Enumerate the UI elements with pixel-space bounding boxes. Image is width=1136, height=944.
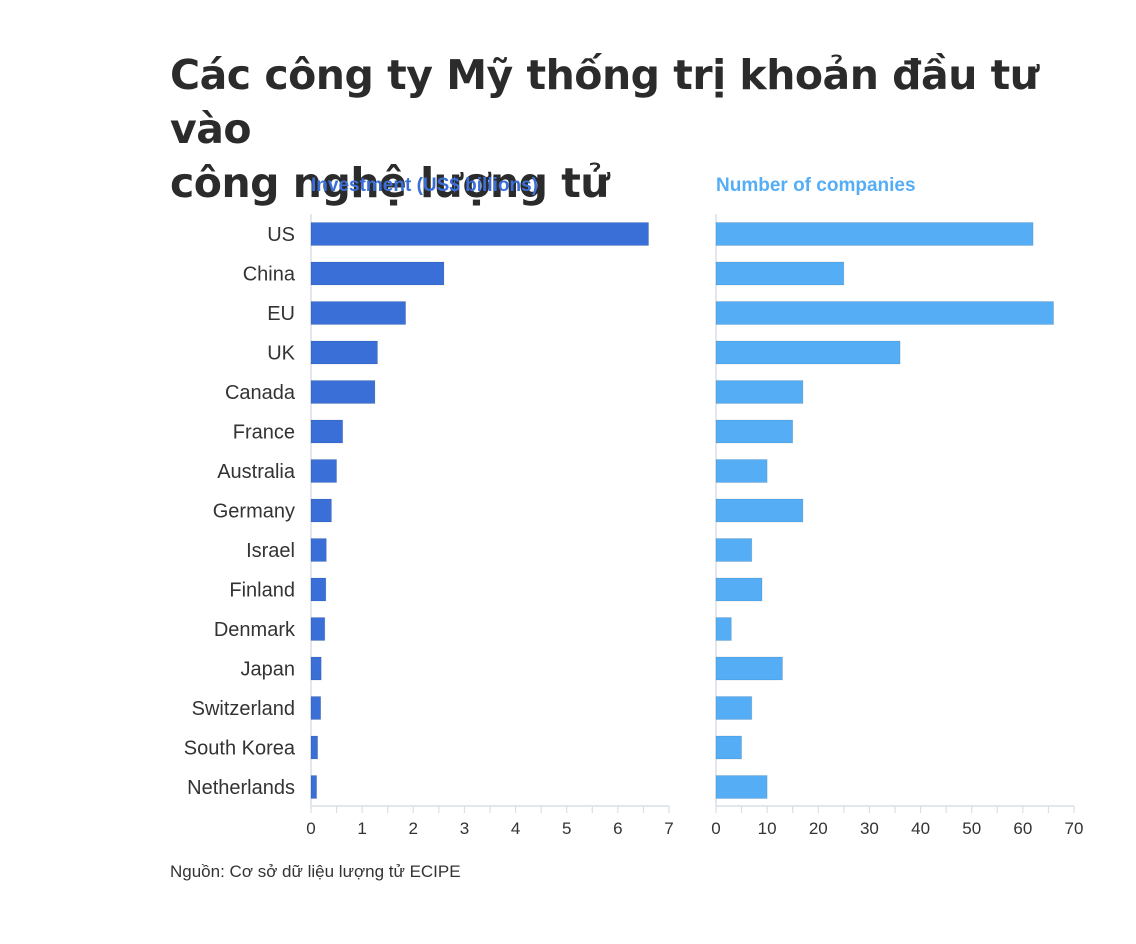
category-label-south-korea: South Korea — [184, 738, 296, 760]
bar-companies-us — [715, 222, 1034, 246]
chart-title-line-1: Các công ty Mỹ thống trị khoản đầu tư và… — [170, 51, 1039, 153]
x-tick-label-companies: 50 — [962, 819, 981, 838]
x-tick-label-companies: 70 — [1065, 819, 1084, 838]
x-tick-label-investment: 3 — [460, 819, 469, 838]
x-tick-label-companies: 60 — [1013, 819, 1032, 838]
bar-companies-france — [715, 419, 794, 444]
bar-investment-us — [310, 222, 649, 246]
bar-investment-germany — [310, 498, 332, 523]
x-tick-label-companies: 10 — [758, 819, 777, 838]
bar-companies-south-korea — [715, 735, 742, 760]
category-label-australia: Australia — [217, 461, 296, 483]
x-tick-label-investment: 7 — [664, 819, 673, 838]
chart-title-line-2: công nghệ lượng tử — [170, 159, 610, 207]
panel-title-investment: Investment (US$ billions) — [311, 175, 538, 196]
bar-companies-switzerland — [715, 696, 753, 720]
bar-companies-israel — [715, 538, 753, 562]
x-tick-label-companies: 40 — [911, 819, 930, 838]
source-note: Nguồn: Cơ sở dữ liệu lượng tử ECIPE — [170, 862, 461, 881]
x-tick-label-investment: 1 — [357, 819, 366, 838]
category-label-germany: Germany — [213, 501, 295, 523]
category-label-netherlands: Netherlands — [187, 777, 295, 799]
x-tick-label-investment: 2 — [409, 819, 418, 838]
category-label-denmark: Denmark — [214, 619, 296, 641]
x-tick-label-companies: 20 — [809, 819, 828, 838]
bar-investment-canada — [310, 380, 376, 404]
x-tick-label-companies: 0 — [711, 819, 720, 838]
category-label-finland: Finland — [229, 580, 295, 602]
bar-companies-germany — [715, 498, 804, 523]
bar-investment-australia — [310, 459, 337, 483]
bar-investment-japan — [310, 656, 322, 681]
category-label-china: China — [243, 264, 296, 286]
bar-companies-finland — [715, 577, 763, 602]
x-tick-label-companies: 30 — [860, 819, 879, 838]
x-tick-label-investment: 5 — [562, 819, 571, 838]
bar-investment-china — [310, 261, 445, 286]
bar-companies-denmark — [715, 617, 732, 641]
bar-companies-netherlands — [715, 775, 768, 799]
x-tick-label-investment: 4 — [511, 819, 520, 838]
category-label-japan: Japan — [241, 659, 296, 681]
bar-investment-israel — [310, 538, 327, 562]
category-label-switzerland: Switzerland — [192, 698, 295, 720]
bar-investment-uk — [310, 340, 378, 365]
category-label-france: France — [233, 422, 295, 444]
x-tick-label-investment: 0 — [306, 819, 315, 838]
bar-companies-canada — [715, 380, 804, 404]
bar-investment-denmark — [310, 617, 326, 641]
bar-companies-uk — [715, 340, 901, 365]
bar-companies-eu — [715, 301, 1054, 325]
bar-investment-netherlands — [310, 775, 318, 799]
panel-title-companies: Number of companies — [716, 175, 916, 196]
bar-investment-south-korea — [310, 735, 319, 760]
category-label-canada: Canada — [225, 382, 296, 404]
x-tick-label-investment: 6 — [613, 819, 622, 838]
bar-investment-france — [310, 419, 344, 444]
chart-title: Các công ty Mỹ thống trị khoản đầu tư và… — [170, 48, 1070, 210]
category-label-eu: EU — [267, 303, 295, 325]
category-label-israel: Israel — [246, 540, 295, 562]
bar-companies-australia — [715, 459, 768, 483]
bar-companies-china — [715, 261, 845, 286]
bar-investment-finland — [310, 577, 327, 602]
bar-companies-japan — [715, 656, 783, 681]
bar-investment-eu — [310, 301, 407, 325]
bar-investment-switzerland — [310, 696, 322, 720]
category-label-uk: UK — [267, 343, 295, 365]
category-label-us: US — [267, 224, 295, 246]
